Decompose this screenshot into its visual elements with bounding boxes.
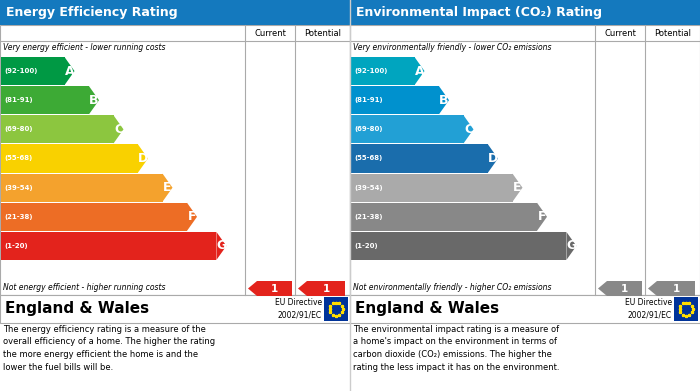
Bar (350, 295, 700, 323)
Bar (351, 232, 566, 260)
Text: (1-20): (1-20) (354, 243, 377, 249)
Text: The energy efficiency rating is a measure of the
overall efficiency of a home. T: The energy efficiency rating is a measur… (3, 325, 215, 371)
Text: F: F (188, 210, 196, 223)
Text: Current: Current (254, 29, 286, 38)
Text: G: G (566, 239, 577, 253)
Text: The environmental impact rating is a measure of
a home's impact on the environme: The environmental impact rating is a mea… (353, 325, 559, 371)
Text: Environmental Impact (CO₂) Rating: Environmental Impact (CO₂) Rating (356, 6, 602, 19)
Text: C: C (114, 123, 123, 136)
Bar (674, 297, 698, 321)
Bar (0, 0, 350, 25)
Bar (351, 57, 414, 85)
Polygon shape (138, 144, 148, 172)
Text: Not energy efficient - higher running costs: Not energy efficient - higher running co… (3, 283, 165, 292)
Polygon shape (566, 232, 576, 260)
Polygon shape (89, 86, 99, 114)
Polygon shape (187, 203, 197, 231)
Bar (350, 0, 700, 25)
Polygon shape (64, 57, 74, 85)
Polygon shape (414, 57, 424, 85)
Text: A: A (414, 65, 424, 77)
Text: (21-38): (21-38) (354, 214, 382, 220)
Polygon shape (162, 174, 172, 202)
Text: 1: 1 (621, 283, 628, 294)
Text: C: C (464, 123, 473, 136)
Bar (351, 144, 488, 172)
Polygon shape (439, 86, 449, 114)
Bar (1, 232, 216, 260)
Text: (1-20): (1-20) (4, 243, 27, 249)
Text: Current: Current (604, 29, 636, 38)
Bar (1, 115, 113, 143)
Text: (39-54): (39-54) (4, 185, 33, 191)
Polygon shape (113, 115, 123, 143)
Polygon shape (512, 174, 522, 202)
Text: D: D (488, 152, 498, 165)
Text: Very energy efficient - lower running costs: Very energy efficient - lower running co… (3, 43, 165, 52)
Bar (324, 297, 348, 321)
Text: Potential: Potential (654, 29, 691, 38)
Text: E: E (163, 181, 172, 194)
Bar (351, 86, 439, 114)
Text: B: B (440, 94, 449, 107)
Bar (351, 203, 537, 231)
Polygon shape (298, 281, 345, 296)
Text: (55-68): (55-68) (354, 156, 382, 161)
Text: (21-38): (21-38) (4, 214, 32, 220)
Text: E: E (513, 181, 522, 194)
Text: (55-68): (55-68) (4, 156, 32, 161)
Text: Potential: Potential (304, 29, 341, 38)
Text: 1: 1 (271, 283, 278, 294)
Text: A: A (64, 65, 74, 77)
Text: (81-91): (81-91) (354, 97, 383, 103)
Polygon shape (248, 281, 292, 296)
Text: EU Directive
2002/91/EC: EU Directive 2002/91/EC (625, 298, 672, 320)
Polygon shape (598, 281, 642, 296)
Polygon shape (488, 144, 498, 172)
Bar (1, 174, 162, 202)
Text: (92-100): (92-100) (354, 68, 387, 74)
Polygon shape (537, 203, 547, 231)
Text: Not environmentally friendly - higher CO₂ emissions: Not environmentally friendly - higher CO… (353, 283, 552, 292)
Bar (350, 25, 700, 295)
Text: Very environmentally friendly - lower CO₂ emissions: Very environmentally friendly - lower CO… (353, 43, 552, 52)
Polygon shape (648, 281, 695, 296)
Text: F: F (538, 210, 546, 223)
Text: B: B (90, 94, 99, 107)
Text: G: G (216, 239, 227, 253)
Bar (1, 144, 138, 172)
Text: (39-54): (39-54) (354, 185, 383, 191)
Polygon shape (463, 115, 473, 143)
Bar (1, 203, 187, 231)
Bar (1, 86, 89, 114)
Text: (69-80): (69-80) (4, 126, 32, 133)
Text: Energy Efficiency Rating: Energy Efficiency Rating (6, 6, 178, 19)
Text: England & Wales: England & Wales (355, 301, 499, 316)
Text: D: D (138, 152, 148, 165)
Bar (1, 57, 64, 85)
Polygon shape (216, 232, 226, 260)
Text: (81-91): (81-91) (4, 97, 33, 103)
Bar (0, 25, 350, 295)
Text: 1: 1 (323, 283, 330, 294)
Text: EU Directive
2002/91/EC: EU Directive 2002/91/EC (275, 298, 322, 320)
Bar (351, 174, 512, 202)
Bar (0, 295, 350, 323)
Bar (351, 115, 463, 143)
Text: (92-100): (92-100) (4, 68, 37, 74)
Text: 1: 1 (673, 283, 680, 294)
Text: (69-80): (69-80) (354, 126, 382, 133)
Text: England & Wales: England & Wales (5, 301, 149, 316)
